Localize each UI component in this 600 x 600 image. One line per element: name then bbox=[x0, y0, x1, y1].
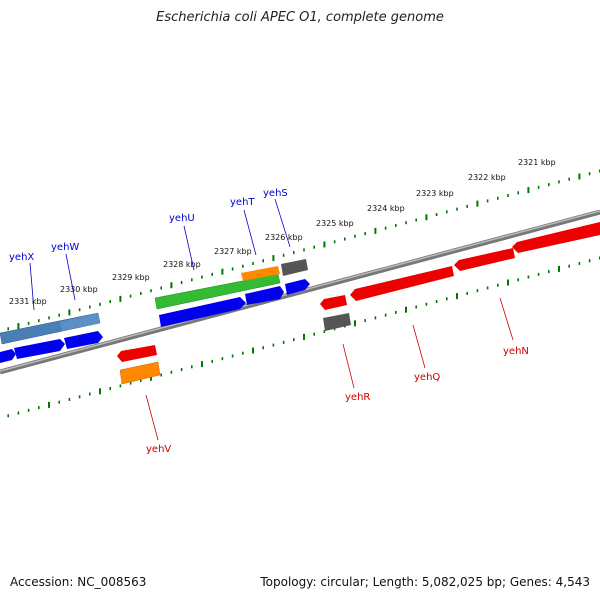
gene-label-forward: yehT bbox=[230, 197, 255, 208]
kbp-label: 2325 kbp bbox=[316, 219, 354, 228]
cds-forward[interactable] bbox=[245, 286, 284, 305]
cds-reverse[interactable] bbox=[512, 222, 600, 253]
cds-reverse[interactable] bbox=[117, 345, 157, 362]
gene-label-reverse: yehV bbox=[146, 444, 171, 455]
kbp-labels: 2321 kbp 2322 kbp 2323 kbp 2324 kbp 2325… bbox=[9, 158, 556, 306]
kbp-label: 2321 kbp bbox=[518, 158, 556, 167]
gene-label-reverse: yehQ bbox=[414, 372, 440, 383]
cds-forward[interactable] bbox=[159, 297, 246, 327]
cds-reverse[interactable] bbox=[454, 248, 515, 271]
kbp-label: 2324 kbp bbox=[367, 204, 405, 213]
reverse-features bbox=[117, 222, 600, 385]
kbp-label: 2328 kbp bbox=[163, 260, 201, 269]
feature-green[interactable] bbox=[154, 273, 281, 310]
kbp-label: 2330 kbp bbox=[60, 285, 98, 294]
genome-title: Escherichia coli APEC O1, complete genom… bbox=[156, 10, 444, 25]
kbp-label: 2331 kbp bbox=[9, 297, 47, 306]
accession-text: Accession: NC_008563 bbox=[10, 575, 147, 589]
cds-forward[interactable] bbox=[0, 349, 16, 363]
gene-label-forward: yehX bbox=[9, 252, 34, 263]
gene-label-forward: yehU bbox=[169, 213, 195, 224]
kbp-label: 2327 kbp bbox=[214, 247, 252, 256]
feature-orange[interactable] bbox=[119, 361, 161, 385]
kbp-label: 2329 kbp bbox=[112, 273, 150, 282]
gene-labels: yehX yehW yehU yehT yehS yehV yehR yehQ … bbox=[9, 188, 529, 455]
cds-forward[interactable] bbox=[64, 331, 103, 349]
genome-summary: Topology: circular; Length: 5,082,025 bp… bbox=[260, 575, 590, 589]
gene-label-reverse: yehN bbox=[503, 346, 529, 357]
kbp-label: 2326 kbp bbox=[265, 233, 303, 242]
kbp-label: 2322 kbp bbox=[468, 173, 506, 182]
kbp-label: 2323 kbp bbox=[416, 189, 454, 198]
gene-label-reverse: yehR bbox=[345, 392, 370, 403]
cds-forward[interactable] bbox=[285, 279, 310, 295]
cds-reverse[interactable] bbox=[320, 295, 347, 310]
gene-label-forward: yehS bbox=[263, 188, 288, 199]
forward-features bbox=[0, 259, 310, 363]
gene-label-forward: yehW bbox=[51, 242, 79, 253]
cds-forward[interactable] bbox=[14, 339, 65, 359]
feature-orange[interactable] bbox=[241, 266, 280, 281]
feature-gray[interactable] bbox=[281, 259, 308, 276]
feature-gray[interactable] bbox=[323, 313, 351, 331]
genome-backbone bbox=[0, 209, 600, 375]
cds-reverse[interactable] bbox=[350, 266, 454, 301]
kbp-scale-upper bbox=[7, 169, 600, 331]
